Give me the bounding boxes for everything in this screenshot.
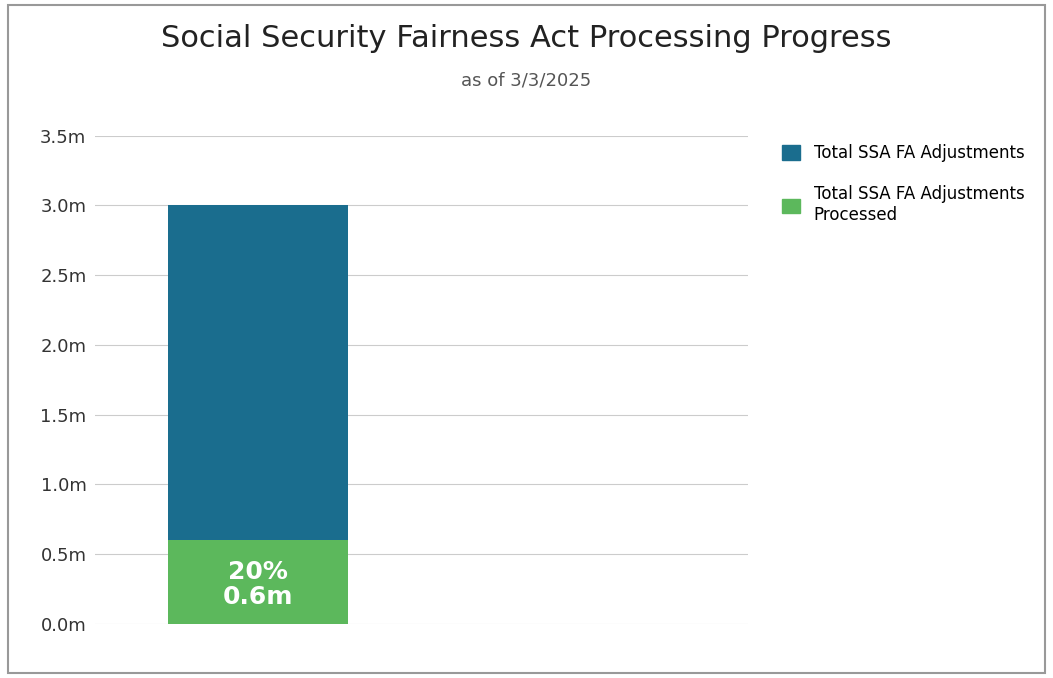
Text: Social Security Fairness Act Processing Progress: Social Security Fairness Act Processing … xyxy=(161,24,892,53)
Bar xyxy=(168,205,347,540)
Legend: Total SSA FA Adjustments, Total SSA FA Adjustments
Processed: Total SSA FA Adjustments, Total SSA FA A… xyxy=(782,144,1025,224)
Text: 20%: 20% xyxy=(229,560,287,584)
Bar xyxy=(168,540,347,624)
Text: 0.6m: 0.6m xyxy=(223,585,293,609)
Text: as of 3/3/2025: as of 3/3/2025 xyxy=(461,71,592,89)
